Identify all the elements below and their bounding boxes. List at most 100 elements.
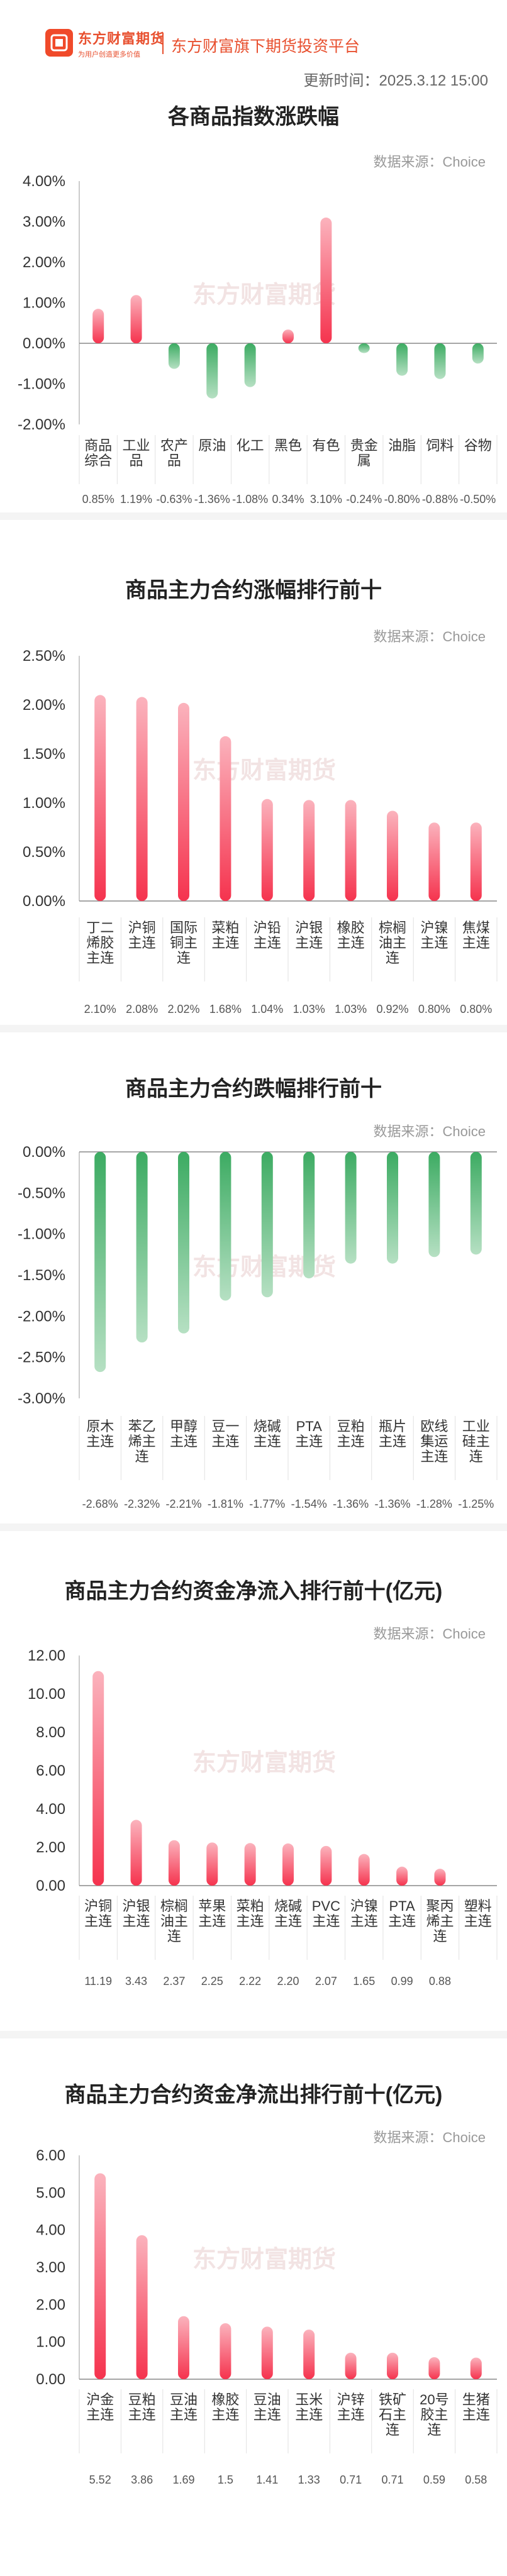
y-tick-label: -0.50% <box>18 1185 65 1202</box>
data-label: 0.85% <box>82 493 114 506</box>
category-label: 农产品 <box>160 438 188 468</box>
section-divider <box>0 512 507 520</box>
category-label: 化工 <box>237 438 264 453</box>
category-label: PTA 主连 <box>388 1898 416 1929</box>
bar <box>387 1152 398 1264</box>
data-source: 数据来源：Choice <box>373 1626 486 1642</box>
category-label: 贵金属 <box>350 438 378 468</box>
bar <box>178 2316 189 2379</box>
category-label: 聚丙烯主连 <box>426 1898 454 1944</box>
bar <box>387 810 398 901</box>
category-label: 豆粕主连 <box>337 1418 365 1449</box>
category-label: 沪铅主连 <box>254 920 281 951</box>
category-label: 沪铜主连 <box>84 1898 112 1929</box>
category-label: 橡胶主连 <box>337 920 365 951</box>
y-tick-label: 3.00 <box>36 2259 65 2276</box>
category-label: 商品综合 <box>84 438 112 468</box>
bar <box>92 309 104 343</box>
chart-section-net-inflow: 商品主力合约资金净流入排行前十(亿元) 数据来源：Choice 东方财富期货 12… <box>0 1531 507 2038</box>
data-label: 1.41 <box>256 2474 278 2486</box>
data-label: -1.81% <box>208 1498 243 1510</box>
y-tick-label: 1.50% <box>23 746 65 763</box>
bar <box>168 1840 180 1886</box>
watermark: 东方财富期货 <box>192 282 336 309</box>
category-label: 苯乙烯主连 <box>128 1418 156 1464</box>
category-label: 豆油主连 <box>170 2392 198 2423</box>
category-label: 工业硅主连 <box>462 1418 490 1464</box>
data-label: 2.22 <box>239 1975 261 1987</box>
data-source: 数据来源：Choice <box>373 2130 486 2145</box>
y-tick-label: 2.00 <box>36 1839 65 1856</box>
bar <box>168 343 180 369</box>
data-label: 2.02% <box>167 1003 199 1015</box>
data-label: 5.52 <box>89 2474 111 2486</box>
bar <box>92 1671 104 1886</box>
bar <box>428 2357 440 2379</box>
chart-title: 各商品指数涨跌幅 <box>168 105 339 129</box>
bar <box>470 2357 482 2379</box>
data-label: 1.03% <box>335 1003 367 1015</box>
data-label: 0.99 <box>391 1975 413 1987</box>
category-label: 国际铜主连 <box>170 920 198 966</box>
data-label: -0.50% <box>460 493 496 506</box>
data-label: -1.08% <box>232 493 268 506</box>
data-label: 2.25 <box>201 1975 223 1987</box>
data-source: 数据来源：Choice <box>373 629 486 644</box>
bar <box>303 800 315 901</box>
bar <box>472 343 484 364</box>
bar <box>396 1866 408 1886</box>
bar <box>470 1152 482 1255</box>
data-label: 2.10% <box>84 1003 116 1015</box>
bar <box>130 295 142 343</box>
category-label: 橡胶主连 <box>211 2392 239 2423</box>
bar <box>206 343 218 399</box>
platform-name: 东方财富旗下期货投资平台 <box>171 38 360 55</box>
category-label: 豆粕主连 <box>128 2392 156 2423</box>
category-label: 塑料主连 <box>464 1898 492 1929</box>
y-tick-label: 0.00 <box>36 2371 65 2388</box>
data-label: 0.59 <box>423 2474 445 2486</box>
y-tick-label: 0.50% <box>23 844 65 861</box>
brand-logo: 东方财富期货 为用户创造更多价值 <box>78 28 165 59</box>
y-tick-label: 4.00 <box>36 2222 65 2239</box>
brand-slogan: 为用户创造更多价值 <box>78 51 140 58</box>
watermark: 东方财富期货 <box>192 2246 336 2273</box>
data-label: 1.33 <box>298 2474 320 2486</box>
y-tick-label: 12.00 <box>28 1647 65 1664</box>
data-label: 1.5 <box>218 2474 233 2486</box>
bar <box>345 800 357 901</box>
category-label: 菜粕主连 <box>211 920 239 951</box>
y-tick-label: 6.00 <box>36 2147 65 2164</box>
category-label: 有色 <box>312 438 340 453</box>
category-label: 沪铜主连 <box>128 920 156 951</box>
bar <box>345 1152 357 1264</box>
category-label: 丁二烯胶主连 <box>86 920 114 966</box>
y-tick-label: 1.00% <box>23 295 65 312</box>
chart-section-top-losers: 商品主力合约跌幅排行前十 数据来源：Choice 东方财富期货0.00%-0.5… <box>0 1032 507 1531</box>
data-label: 1.19% <box>120 493 152 506</box>
y-tick-label: 8.00 <box>36 1724 65 1741</box>
data-label: -0.88% <box>422 493 458 506</box>
category-label: 原油 <box>198 438 226 453</box>
category-label: 焦煤主连 <box>462 920 490 951</box>
bar <box>220 1152 231 1301</box>
bar <box>220 2323 231 2379</box>
data-label: -1.28% <box>416 1498 452 1510</box>
category-label: 豆油主连 <box>254 2392 281 2423</box>
y-tick-label: 0.00% <box>23 335 65 352</box>
data-label: 3.10% <box>310 493 342 506</box>
y-tick-label: 1.00% <box>23 795 65 812</box>
category-label: 20号胶主连 <box>420 2392 448 2438</box>
brand-name: 东方财富期货 <box>78 31 165 47</box>
category-label: 沪镍主连 <box>420 920 448 951</box>
y-tick-label: -1.50% <box>18 1267 65 1284</box>
data-label: 3.43 <box>125 1975 147 1987</box>
bar <box>178 1152 189 1334</box>
y-tick-label: -2.00% <box>18 416 65 433</box>
bar <box>94 2173 106 2379</box>
data-label: 1.04% <box>251 1003 283 1015</box>
y-tick-label: 6.00 <box>36 1762 65 1779</box>
category-label: 沪银主连 <box>123 1898 150 1929</box>
data-label: -2.21% <box>165 1498 201 1510</box>
bar <box>428 822 440 901</box>
